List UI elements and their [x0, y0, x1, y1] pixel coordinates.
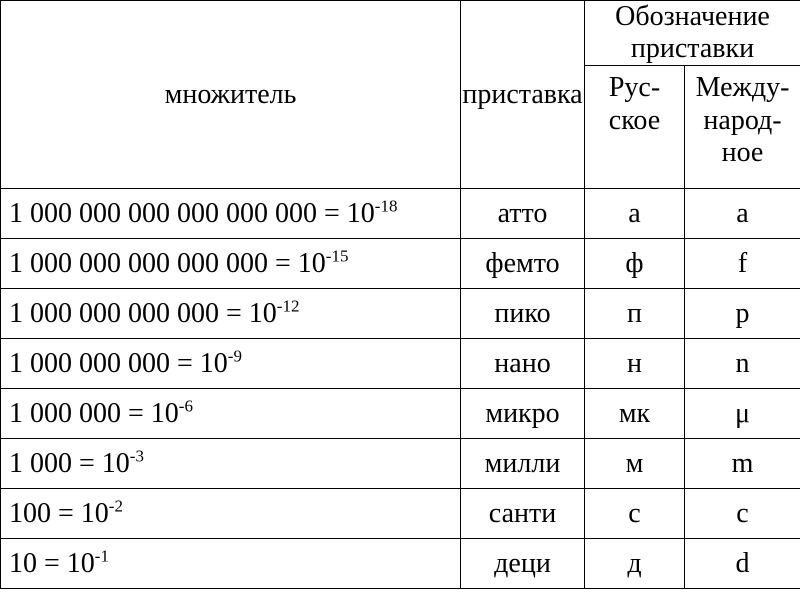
cell-multiplier: 1 000 000 000 = 10-9 [1, 339, 461, 389]
table-row: 1 000 000 000 000 000 = 10-15 фемто ф f [1, 239, 800, 289]
cell-russian: ф [585, 239, 685, 289]
header-multiplier: множитель [1, 1, 461, 189]
cell-international: n [685, 339, 800, 389]
table-row: 1 000 000 000 = 10-9 нано н n [1, 339, 800, 389]
header-russian: Рус-ское [585, 66, 685, 189]
cell-prefix: микро [461, 389, 585, 439]
cell-prefix: атто [461, 189, 585, 239]
cell-russian: н [585, 339, 685, 389]
cell-international: d [685, 539, 800, 589]
table-row: 1 000 000 = 10-6 микро мк μ [1, 389, 800, 439]
header-prefix: приставка [461, 1, 585, 189]
cell-international: m [685, 439, 800, 489]
cell-international: p [685, 289, 800, 339]
table-row: 1 000 = 10-3 милли м m [1, 439, 800, 489]
cell-prefix: нано [461, 339, 585, 389]
header-international: Между-народ-ное [685, 66, 800, 189]
cell-prefix: санти [461, 489, 585, 539]
cell-multiplier: 10 = 10-1 [1, 539, 461, 589]
header-notation: Обозначение приставки [585, 1, 800, 66]
cell-international: a [685, 189, 800, 239]
table-row: 100 = 10-2 санти с c [1, 489, 800, 539]
cell-multiplier: 1 000 = 10-3 [1, 439, 461, 489]
cell-multiplier: 1 000 000 000 000 = 10-12 [1, 289, 461, 339]
cell-multiplier: 100 = 10-2 [1, 489, 461, 539]
cell-prefix: пико [461, 289, 585, 339]
table-row: 10 = 10-1 деци д d [1, 539, 800, 589]
cell-russian: п [585, 289, 685, 339]
cell-prefix: деци [461, 539, 585, 589]
cell-multiplier: 1 000 000 = 10-6 [1, 389, 461, 439]
cell-russian: с [585, 489, 685, 539]
cell-russian: д [585, 539, 685, 589]
cell-russian: м [585, 439, 685, 489]
cell-multiplier: 1 000 000 000 000 000 000 = 10-18 [1, 189, 461, 239]
prefix-table: множитель приставка Обозначение приставк… [0, 0, 800, 589]
cell-multiplier: 1 000 000 000 000 000 = 10-15 [1, 239, 461, 289]
cell-russian: а [585, 189, 685, 239]
table-body: 1 000 000 000 000 000 000 = 10-18 атто а… [1, 189, 800, 589]
cell-prefix: милли [461, 439, 585, 489]
table-row: 1 000 000 000 000 000 000 = 10-18 атто а… [1, 189, 800, 239]
cell-international: μ [685, 389, 800, 439]
cell-russian: мк [585, 389, 685, 439]
cell-international: f [685, 239, 800, 289]
cell-prefix: фемто [461, 239, 585, 289]
table-row: 1 000 000 000 000 = 10-12 пико п p [1, 289, 800, 339]
cell-international: c [685, 489, 800, 539]
